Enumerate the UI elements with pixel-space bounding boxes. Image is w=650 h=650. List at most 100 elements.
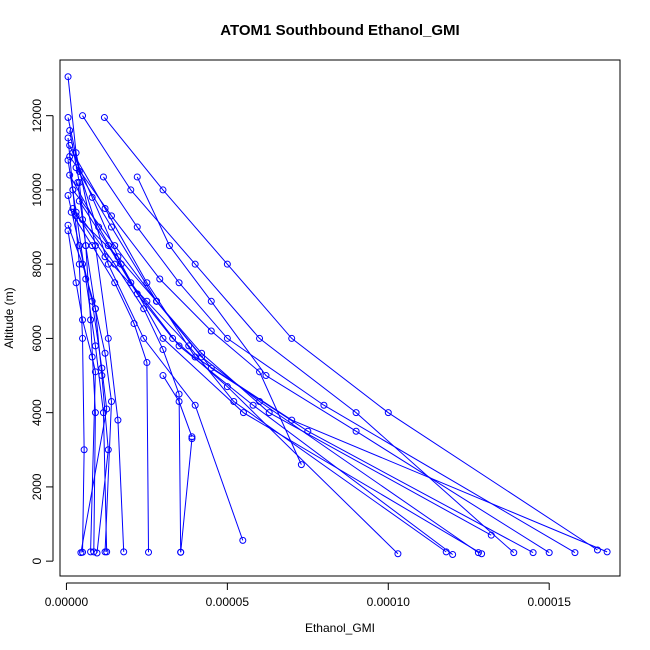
data-point: [223, 260, 231, 268]
data-point: [88, 353, 96, 361]
series-line: [67, 160, 108, 552]
data-point: [198, 349, 206, 357]
series-line: [136, 176, 550, 554]
data-point: [262, 372, 270, 380]
series-line: [67, 225, 112, 552]
x-axis: 0.00000 0.00005 0.00010 0.00015: [45, 582, 572, 609]
data-point: [175, 342, 183, 350]
y-tick-label: 4000: [30, 399, 44, 426]
data-point: [159, 372, 167, 380]
data-point: [120, 548, 128, 556]
data-point: [352, 427, 360, 435]
series-line: [69, 156, 302, 465]
data-point: [66, 127, 74, 135]
series-line: [75, 215, 492, 536]
data-point: [114, 253, 122, 261]
data-point: [101, 204, 109, 212]
data-point: [603, 548, 611, 556]
series-line: [72, 152, 608, 553]
data-point: [175, 398, 183, 406]
data-point: [79, 334, 87, 342]
data-point: [66, 141, 74, 149]
data-point: [297, 461, 305, 469]
series-line: [82, 115, 515, 553]
data-point: [101, 253, 109, 261]
data-point: [198, 353, 206, 361]
data-point: [79, 112, 87, 120]
data-point: [99, 173, 107, 181]
data-point: [80, 446, 88, 454]
data-point: [69, 186, 77, 194]
data-point: [75, 197, 83, 205]
data-point: [72, 212, 80, 220]
y-tick-label: 10000: [30, 173, 44, 207]
series-line: [67, 137, 85, 553]
data-point: [478, 550, 486, 558]
data-point: [177, 548, 185, 556]
data-point: [133, 173, 141, 181]
data-point: [239, 536, 247, 544]
data-point: [153, 297, 161, 305]
data-point: [107, 212, 115, 220]
y-axis-label: Altitude (m): [2, 287, 16, 348]
data-point: [223, 383, 231, 391]
data-point: [101, 349, 109, 357]
data-point: [239, 409, 247, 417]
data-point: [72, 164, 80, 172]
data-point: [288, 416, 296, 424]
data-point: [288, 334, 296, 342]
data-point: [320, 401, 328, 409]
data-point: [191, 260, 199, 268]
data-point: [130, 320, 138, 328]
data-point: [449, 550, 457, 558]
data-point: [207, 327, 215, 335]
series-line: [70, 211, 150, 553]
data-point: [93, 549, 101, 557]
data-point: [79, 260, 87, 268]
series-line: [67, 195, 108, 553]
x-tick-label: 0.00015: [528, 595, 572, 609]
data-point: [249, 401, 257, 409]
y-tick-label: 2000: [30, 473, 44, 500]
x-axis-label: Ethanol_GMI: [305, 621, 375, 635]
data-point: [98, 372, 106, 380]
x-tick-label: 0.00010: [367, 595, 411, 609]
data-point: [442, 548, 450, 556]
data-point: [474, 549, 482, 557]
data-point: [188, 433, 196, 441]
data-point: [69, 204, 77, 212]
data-point: [64, 114, 72, 122]
data-point: [394, 550, 402, 558]
series-line: [67, 230, 96, 552]
series-line: [78, 200, 399, 555]
data-point: [384, 409, 392, 417]
data-point: [127, 279, 135, 287]
series-line: [180, 438, 193, 553]
data-point: [114, 416, 122, 424]
data-point: [66, 171, 74, 179]
data-point: [79, 316, 87, 324]
series-layer: [64, 73, 611, 558]
data-point: [87, 548, 95, 556]
data-point: [545, 549, 553, 557]
series-line: [72, 208, 447, 553]
data-point: [107, 223, 115, 231]
data-point: [88, 242, 96, 250]
data-point: [175, 279, 183, 287]
data-point: [64, 192, 72, 199]
data-point: [111, 279, 119, 287]
data-point: [77, 549, 85, 557]
data-point: [91, 305, 99, 313]
data-point: [91, 368, 99, 376]
data-point: [143, 359, 151, 367]
data-point: [64, 227, 72, 235]
series-line: [67, 76, 125, 552]
data-point: [133, 223, 141, 231]
data-point: [510, 549, 518, 557]
series-line: [69, 174, 453, 555]
data-point: [593, 546, 601, 554]
data-point: [104, 446, 112, 454]
data-point: [230, 398, 238, 406]
data-point: [352, 409, 360, 417]
